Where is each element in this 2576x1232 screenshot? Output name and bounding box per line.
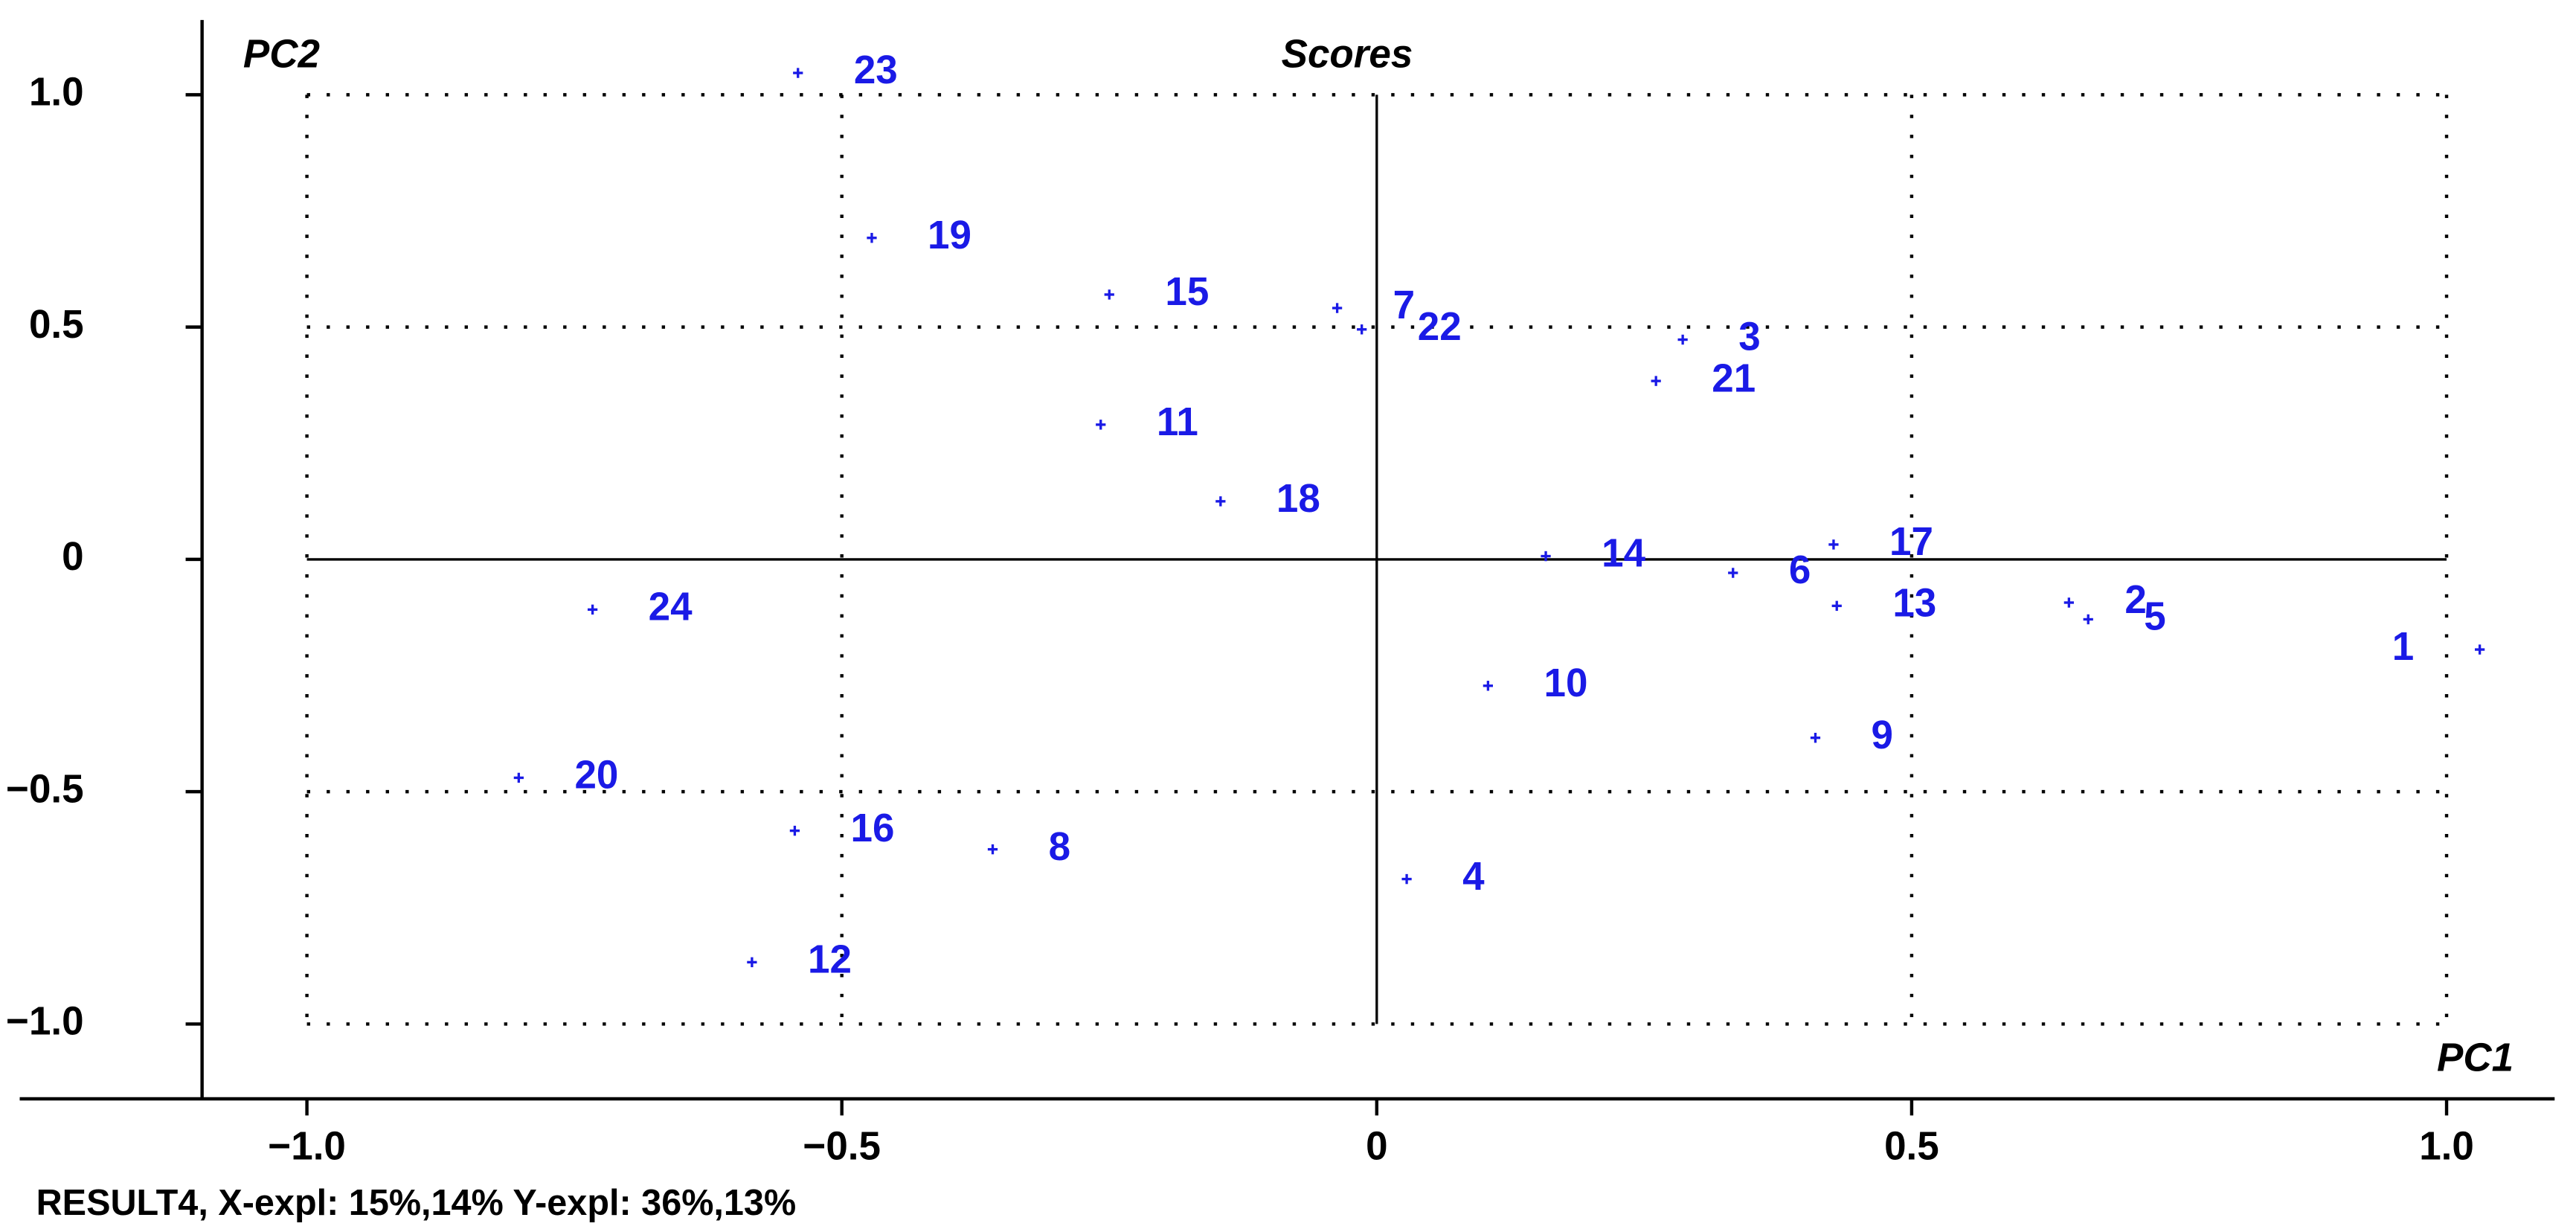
chart-title: Scores xyxy=(1282,32,1413,76)
point-label: 10 xyxy=(1544,661,1587,705)
point xyxy=(2063,597,2074,608)
point-label: 22 xyxy=(1418,305,1462,349)
point-label: 24 xyxy=(649,585,693,629)
point xyxy=(1215,496,1226,507)
point-label: 20 xyxy=(574,753,618,797)
point xyxy=(1828,539,1839,550)
y-tick-label: 0 xyxy=(62,535,83,579)
point-label: 23 xyxy=(854,48,898,92)
point-label: 21 xyxy=(1712,356,1756,400)
point xyxy=(1651,376,1661,386)
point xyxy=(1831,600,1842,612)
point-label: 17 xyxy=(1889,520,1933,564)
point-label: 2 xyxy=(2124,578,2146,622)
point-label: 1 xyxy=(2392,625,2414,669)
y-tick-label: 0.5 xyxy=(29,303,84,347)
point xyxy=(1401,873,1412,885)
x-tick-label: −1.0 xyxy=(268,1124,346,1168)
point xyxy=(747,957,757,968)
x-axis-label: PC1 xyxy=(2437,1036,2514,1079)
point-label: 13 xyxy=(1892,581,1936,625)
y-tick-label: −0.5 xyxy=(6,767,84,811)
point-label: 19 xyxy=(928,214,971,257)
point xyxy=(987,844,998,855)
point xyxy=(513,772,524,783)
point-label: 9 xyxy=(1872,713,1893,757)
point-label: 14 xyxy=(1602,531,1645,575)
x-tick-label: 0.5 xyxy=(1884,1124,1939,1168)
point xyxy=(1677,334,1688,345)
point-label: 7 xyxy=(1393,283,1415,327)
y-tick-label: −1.0 xyxy=(6,999,84,1043)
point xyxy=(1357,324,1367,335)
y-tick-label: 1.0 xyxy=(29,70,84,114)
point-label: 4 xyxy=(1462,854,1485,898)
point xyxy=(1541,551,1551,562)
point xyxy=(1483,681,1494,691)
point-label: 3 xyxy=(1738,315,1760,359)
x-tick-label: 0 xyxy=(1366,1124,1387,1168)
point xyxy=(1728,568,1738,578)
point xyxy=(1096,420,1106,430)
y-axis-label: PC2 xyxy=(243,32,320,76)
point-label: 16 xyxy=(851,806,895,850)
point-label: 18 xyxy=(1276,477,1320,521)
point xyxy=(1104,289,1114,300)
point xyxy=(1332,303,1343,313)
x-tick-label: −0.5 xyxy=(803,1124,881,1168)
point xyxy=(793,68,803,78)
point-label: 11 xyxy=(1157,400,1198,444)
point-label: 8 xyxy=(1049,824,1070,868)
point xyxy=(1810,733,1821,743)
point xyxy=(2474,644,2485,655)
point-label: 5 xyxy=(2144,594,2165,638)
x-tick-label: 1.0 xyxy=(2419,1124,2474,1168)
point xyxy=(2083,614,2093,625)
point xyxy=(789,825,800,836)
point-label: 6 xyxy=(1789,548,1811,592)
point-label: 12 xyxy=(808,937,852,981)
point-label: 15 xyxy=(1165,270,1209,314)
point xyxy=(867,233,877,243)
footer: RESULT4, X-expl: 15%,14% Y-expl: 36%,13% xyxy=(36,1183,797,1223)
point xyxy=(587,604,598,615)
